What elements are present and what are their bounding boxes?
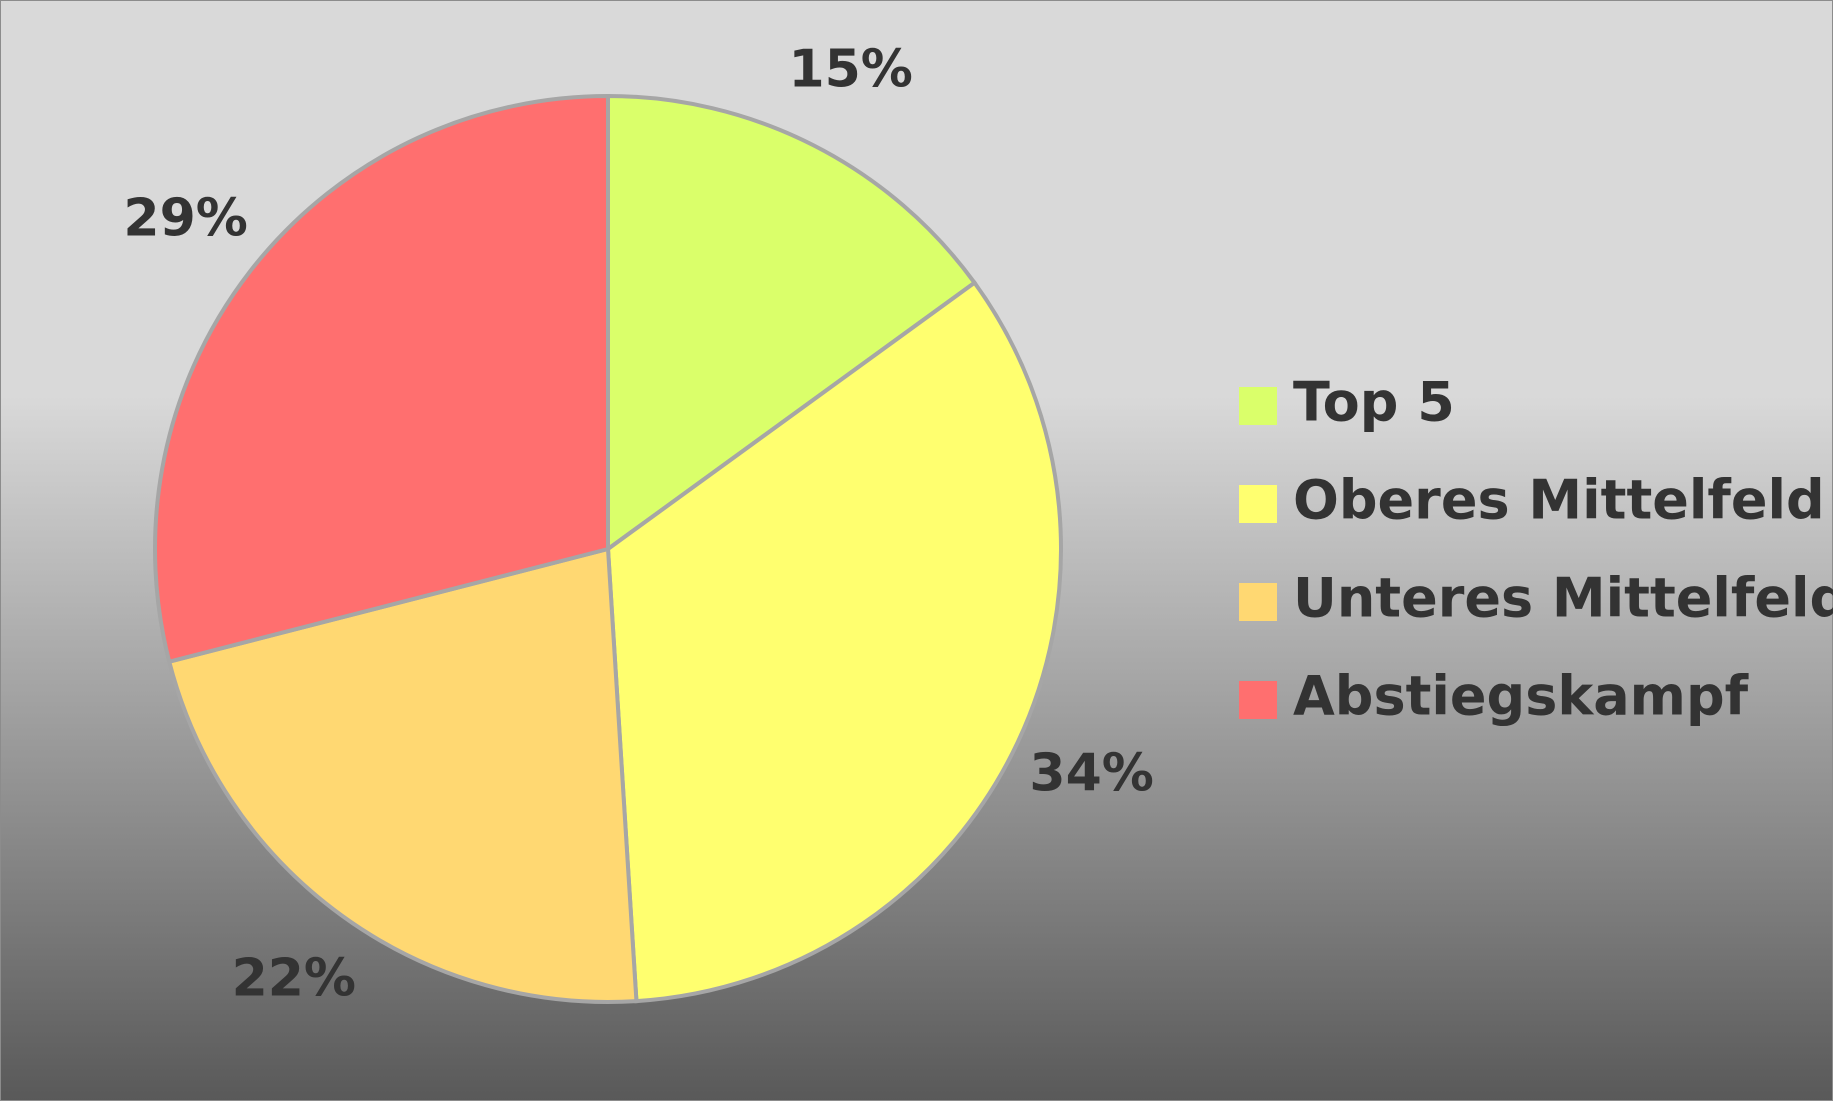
legend-swatch xyxy=(1239,485,1277,523)
legend-label: Unteres Mittelfeld xyxy=(1293,567,1833,630)
pie-slice xyxy=(606,93,978,553)
data-label: 15% xyxy=(788,40,912,100)
pie-slice xyxy=(166,546,639,1004)
legend-swatch xyxy=(1239,583,1277,621)
data-label: 29% xyxy=(123,188,247,248)
legend-label: Abstiegskampf xyxy=(1293,665,1749,728)
legend-label: Oberes Mittelfeld xyxy=(1293,469,1825,532)
data-label: 22% xyxy=(232,948,356,1008)
legend-swatch xyxy=(1239,387,1277,425)
data-label: 34% xyxy=(1029,744,1153,804)
pie-slice xyxy=(153,93,610,665)
pie-slice xyxy=(605,279,1063,1004)
legend-swatch xyxy=(1239,681,1277,719)
legend-label: Top 5 xyxy=(1293,371,1455,434)
